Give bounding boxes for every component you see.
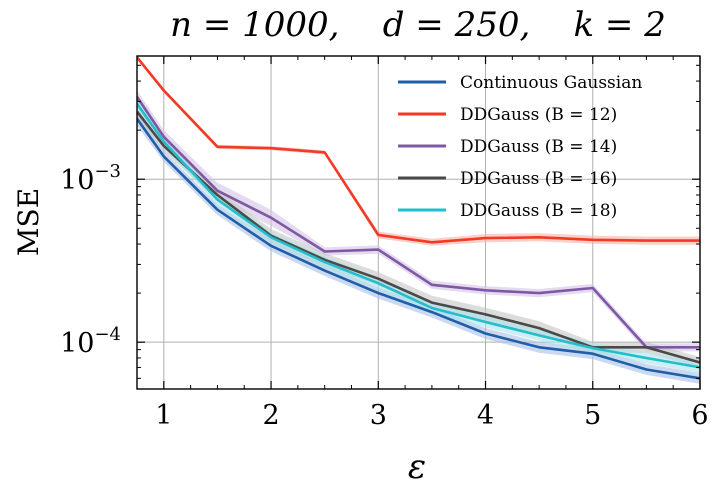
x-tick-label: 6 — [691, 400, 708, 431]
x-tick-label: 5 — [584, 400, 601, 431]
plot-area — [137, 56, 700, 389]
chart-title: n = 1000, d = 250, k = 2 — [170, 5, 666, 45]
series-line-0 — [137, 117, 700, 380]
y-tick-label: 10−3 — [60, 161, 121, 196]
x-axis-label: ε — [408, 447, 426, 487]
x-tick-label: 4 — [477, 400, 494, 431]
x-tick-label: 3 — [370, 400, 387, 431]
axis-ticks — [137, 56, 701, 389]
series-line-2 — [137, 96, 700, 349]
series-line-3 — [137, 110, 700, 364]
legend-label-1: DDGauss (B = 12) — [460, 105, 617, 125]
y-tick-label: 10−4 — [60, 324, 121, 359]
legend-label-0: Continuous Gaussian — [460, 73, 642, 93]
series-line-4 — [137, 103, 700, 369]
y-axis-label: MSE — [12, 188, 45, 256]
legend-label-2: DDGauss (B = 14) — [460, 137, 617, 157]
axes-frame — [136, 55, 701, 390]
x-tick-label: 2 — [262, 400, 279, 431]
legend: Continuous Gaussian DDGauss (B = 12) DDGau… — [398, 73, 642, 221]
legend-label-3: DDGauss (B = 16) — [460, 169, 617, 189]
series-line-1 — [137, 56, 700, 244]
legend-label-4: DDGauss (B = 18) — [460, 201, 617, 221]
x-tick-label: 1 — [155, 400, 172, 431]
